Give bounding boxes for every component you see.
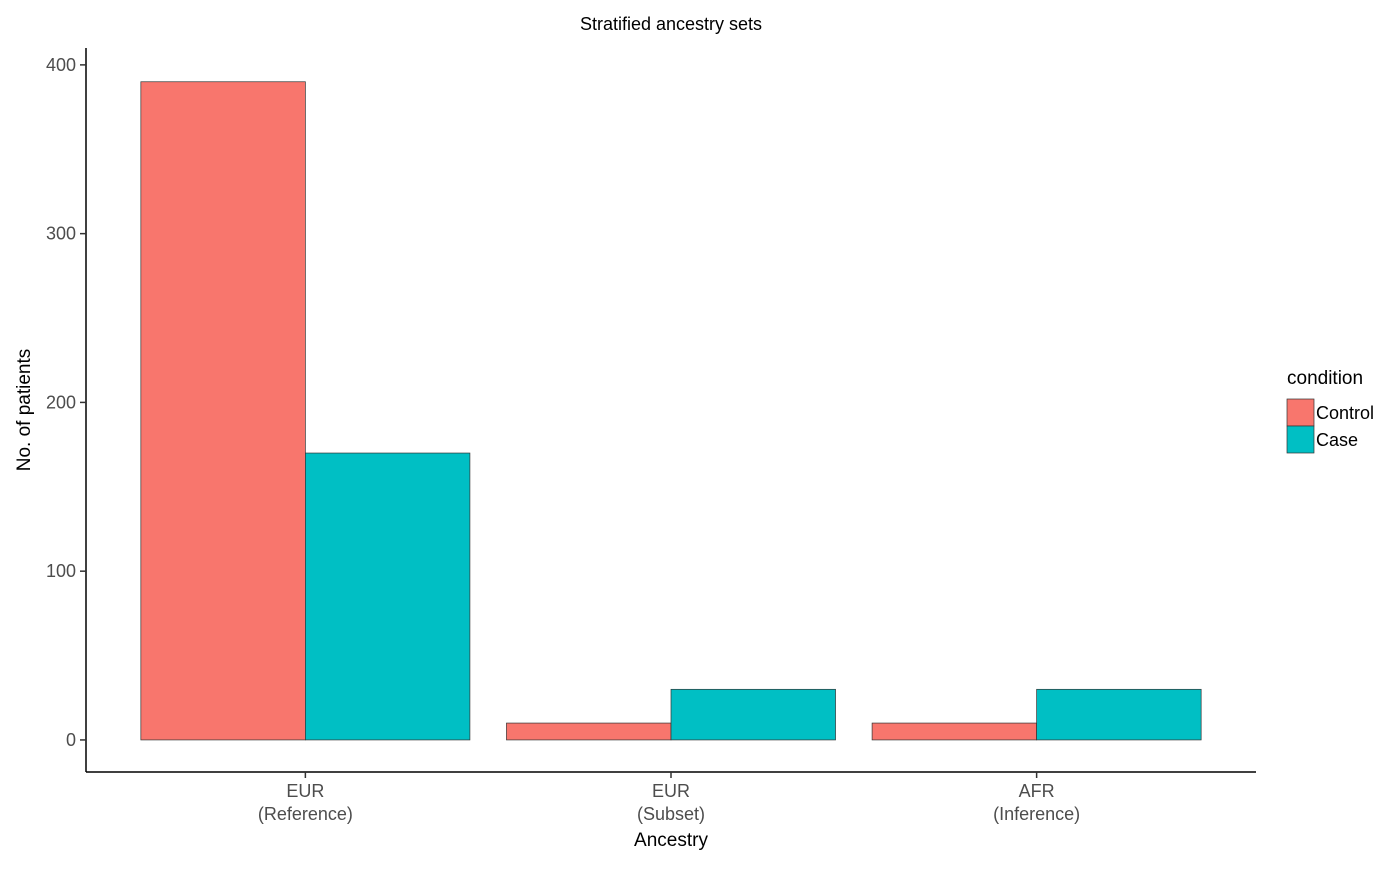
bar-control-1 [506, 722, 672, 741]
x-axis-title: Ancestry [634, 830, 708, 851]
plot-area [140, 81, 1202, 741]
x-tick-label: (Reference) [258, 804, 353, 824]
y-tick-label: 200 [46, 392, 76, 412]
legend-label-case: Case [1316, 430, 1358, 450]
x-tick-label: EUR [652, 781, 690, 801]
legend-swatch-case [1286, 425, 1315, 454]
x-tick-label: (Subset) [637, 804, 705, 824]
x-axis: EUR (Reference) EUR (Subset) AFR (Inference) [258, 772, 1080, 824]
legend-swatch-control [1286, 398, 1315, 427]
x-tick-label: EUR [286, 781, 324, 801]
y-tick-label: 100 [46, 561, 76, 581]
bar-case-2 [1036, 688, 1202, 741]
bar-control-2 [871, 722, 1037, 741]
y-axis: 0 100 200 300 400 [46, 55, 86, 750]
legend-label-control: Control [1316, 403, 1374, 423]
legend-title: condition [1287, 368, 1363, 389]
y-tick-label: 0 [66, 730, 76, 750]
x-tick-label: (Inference) [993, 804, 1080, 824]
bar-case-0 [305, 452, 471, 741]
legend: condition Control Case [1286, 368, 1374, 454]
y-axis-title: No. of patients [14, 349, 35, 472]
bar-case-1 [670, 688, 836, 741]
bar-control-0 [140, 81, 306, 741]
x-tick-label: AFR [1019, 781, 1055, 801]
chart-title: Stratified ancestry sets [580, 14, 762, 34]
y-tick-label: 300 [46, 224, 76, 244]
y-tick-label: 400 [46, 55, 76, 75]
